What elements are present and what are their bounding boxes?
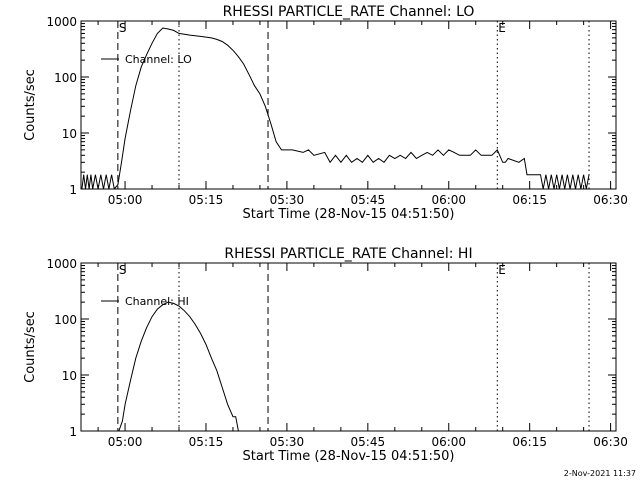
- y-axis-label: Counts/sec: [23, 69, 38, 141]
- y-tick-label: 100: [54, 71, 77, 85]
- x-axis-label: Start Time (28-Nov-15 04:51:50): [243, 207, 455, 222]
- x-tick-label: 05:45: [351, 193, 386, 207]
- y-tick-label: 1000: [46, 15, 77, 29]
- event-marker-label: S: [119, 263, 127, 277]
- x-tick-label: 05:15: [189, 193, 224, 207]
- x-tick-label: 06:15: [512, 435, 547, 449]
- event-marker-label: S: [119, 21, 127, 35]
- series-line: [118, 301, 239, 431]
- x-tick-label: 05:15: [189, 435, 224, 449]
- y-tick-label: 1: [69, 183, 77, 197]
- footer-timestamp: 2-Nov-2021 11:37: [564, 469, 636, 478]
- x-axis-label: Start Time (28-Nov-15 04:51:50): [243, 449, 455, 464]
- legend-label: Channel: HI: [125, 295, 189, 308]
- chart-title: RHESSI PARTICLE_RATE Channel: LO: [223, 4, 475, 20]
- y-tick-label: 100: [54, 313, 77, 327]
- x-tick-label: 06:30: [593, 435, 628, 449]
- y-tick-label: 10: [62, 127, 77, 141]
- y-tick-label: 10: [62, 369, 77, 383]
- plot-frame: [80, 262, 617, 432]
- y-tick-label: 1: [69, 425, 77, 439]
- plot-frame: [80, 20, 617, 190]
- legend-label: Channel: LO: [125, 53, 192, 66]
- event-marker-label: E: [498, 263, 506, 277]
- y-tick-label: 1000: [46, 257, 77, 271]
- x-tick-label: 06:00: [431, 193, 466, 207]
- chart-title: RHESSI PARTICLE_RATE Channel: HI: [224, 246, 472, 262]
- x-tick-label: 05:30: [270, 435, 305, 449]
- y-axis-label: Counts/sec: [23, 311, 38, 383]
- x-tick-label: 06:00: [431, 435, 466, 449]
- event-marker-label: E: [498, 21, 506, 35]
- chart-panel-lo: RHESSI PARTICLE_RATE Channel: LO 05:00 05:…: [23, 4, 628, 222]
- x-tick-label: 05:45: [351, 435, 386, 449]
- x-tick-label: 05:00: [108, 435, 143, 449]
- series-line: [81, 27, 590, 189]
- x-tick-label: 05:00: [108, 193, 143, 207]
- chart-panel-hi: RHESSI PARTICLE_RATE Channel: HI 05:00 05:…: [23, 246, 628, 464]
- x-tick-label: 05:30: [270, 193, 305, 207]
- x-tick-label: 06:15: [512, 193, 547, 207]
- x-tick-label: 06:30: [593, 193, 628, 207]
